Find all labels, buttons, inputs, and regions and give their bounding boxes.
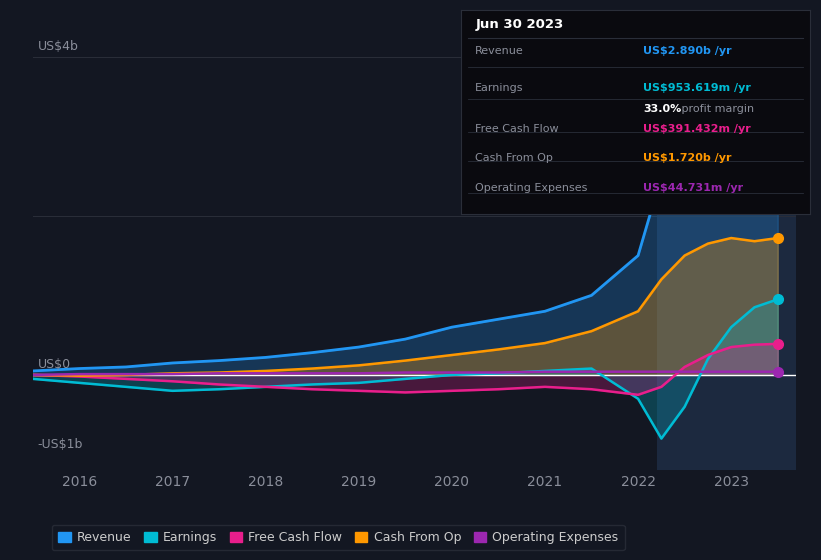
Text: Revenue: Revenue [475,46,524,57]
Text: US$953.619m /yr: US$953.619m /yr [643,83,750,93]
Text: Cash From Op: Cash From Op [475,153,553,162]
Bar [657,17,796,470]
Text: US$1.720b /yr: US$1.720b /yr [643,153,732,162]
Text: Jun 30 2023: Jun 30 2023 [475,18,563,31]
Text: Free Cash Flow: Free Cash Flow [475,124,559,134]
Text: US$2.890b /yr: US$2.890b /yr [643,46,732,57]
Text: US$4b: US$4b [38,40,78,53]
Text: profit margin: profit margin [678,104,754,114]
Text: US$44.731m /yr: US$44.731m /yr [643,183,743,193]
Text: US$391.432m /yr: US$391.432m /yr [643,124,750,134]
Legend: Revenue, Earnings, Free Cash Flow, Cash From Op, Operating Expenses: Revenue, Earnings, Free Cash Flow, Cash … [52,525,625,550]
Text: -US$1b: -US$1b [38,437,83,450]
Text: Earnings: Earnings [475,83,524,93]
Text: US$0: US$0 [38,358,71,371]
Text: Operating Expenses: Operating Expenses [475,183,588,193]
Text: 33.0%: 33.0% [643,104,681,114]
